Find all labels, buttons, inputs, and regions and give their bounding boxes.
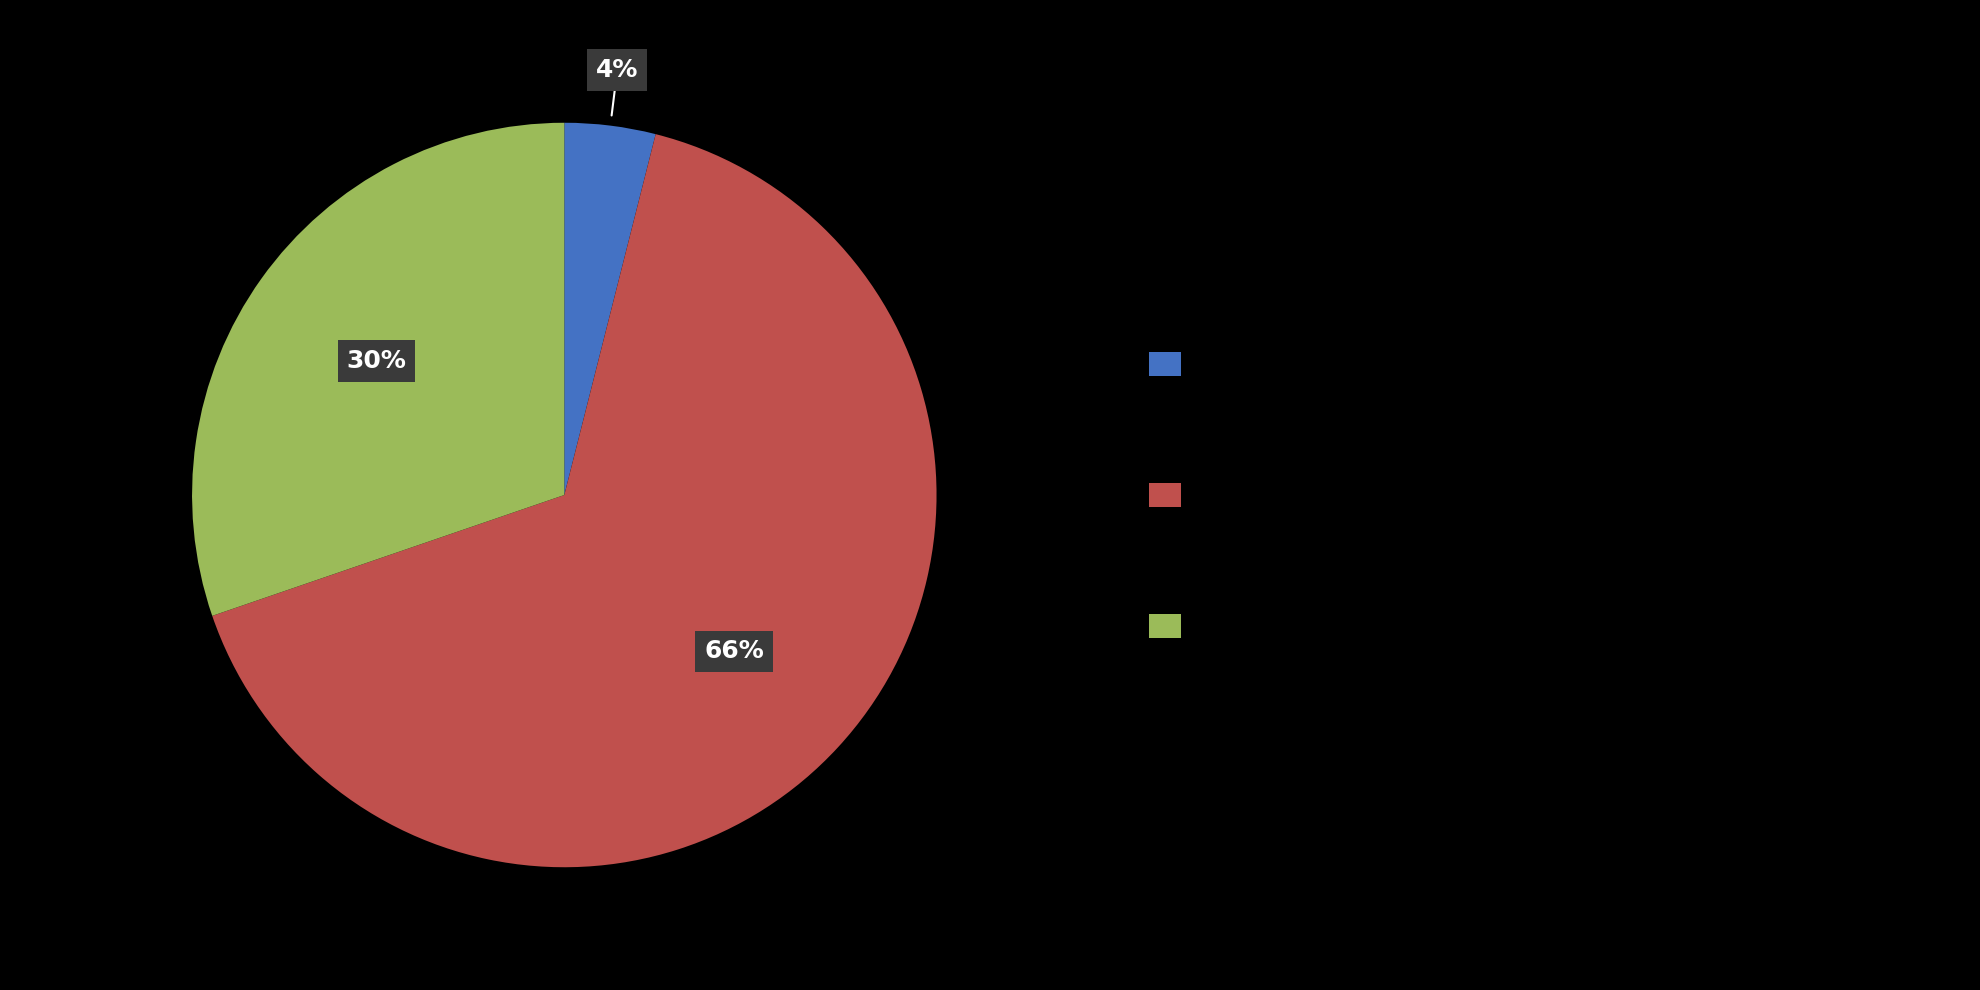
Text: Not Hispanic or Latino (50 participants): Not Hispanic or Latino (50 participants)	[1206, 483, 1699, 507]
Text: 4%: 4%	[596, 58, 638, 82]
Bar	[1148, 614, 1180, 638]
Text: Hispanic or Latino (3 participants): Hispanic or Latino (3 participants)	[1206, 352, 1632, 376]
Text: 66%: 66%	[705, 640, 764, 663]
Wedge shape	[564, 123, 655, 495]
Bar	[1148, 483, 1180, 507]
Text: Not reported or Unknown (23 participants): Not reported or Unknown (23 participants…	[1206, 614, 1738, 638]
Bar	[1148, 352, 1180, 376]
Text: 30%: 30%	[346, 348, 406, 373]
Wedge shape	[192, 123, 564, 616]
Wedge shape	[212, 135, 937, 867]
